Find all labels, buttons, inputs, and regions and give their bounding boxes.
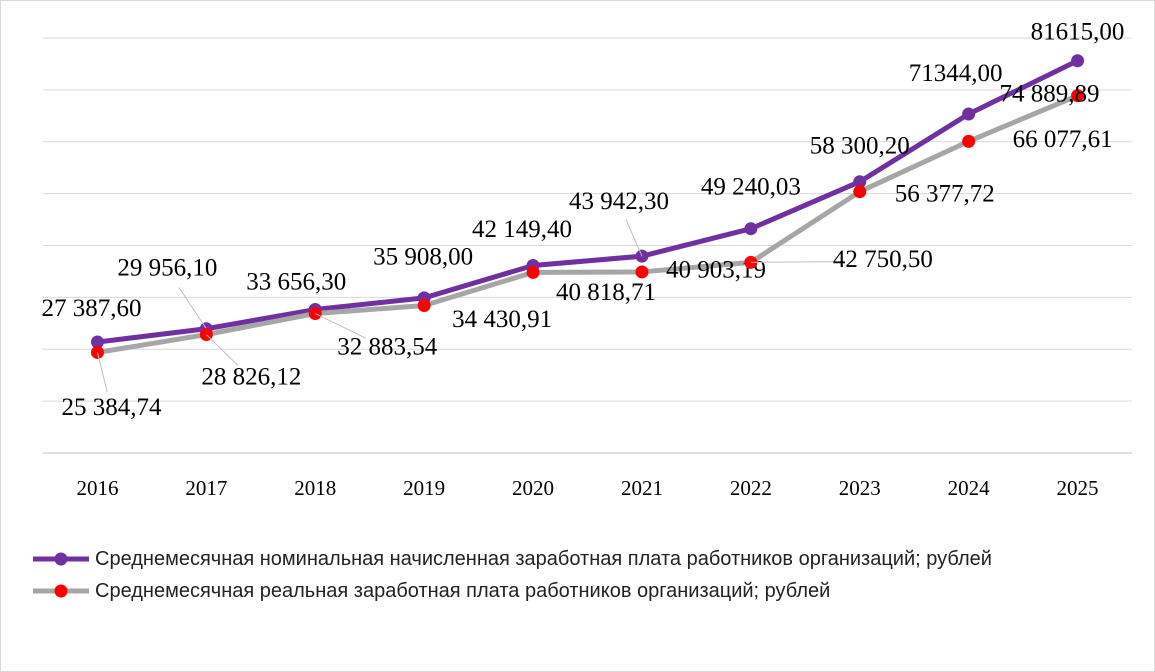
x-tick-label: 2019 — [403, 476, 445, 500]
data-label: 33 656,30 — [246, 268, 346, 295]
marker — [1071, 89, 1085, 103]
x-tick-label: 2025 — [1057, 476, 1099, 500]
data-label: 43 942,30 — [569, 188, 669, 215]
data-label: 42 149,40 — [472, 216, 572, 243]
legend-marker — [54, 584, 68, 598]
leader-line — [206, 334, 239, 366]
data-label: 42 750,50 — [833, 246, 933, 273]
series-line — [97, 93, 1079, 355]
data-label: 29 956,10 — [117, 254, 217, 281]
marker — [853, 175, 867, 189]
marker — [853, 185, 867, 199]
legend-marker — [54, 552, 68, 566]
marker — [962, 134, 976, 148]
marker — [962, 107, 976, 121]
x-tick-label: 2017 — [185, 476, 227, 500]
leader-line — [315, 313, 366, 339]
marker — [417, 299, 431, 313]
x-tick-label: 2016 — [76, 476, 118, 500]
data-label: 34 430,91 — [452, 306, 552, 333]
x-tick-label: 2018 — [294, 476, 336, 500]
data-label: 71344,00 — [909, 60, 1003, 87]
legend: Среднемесячная номинальная начисленная з… — [31, 547, 1111, 611]
x-tick-label: 2021 — [621, 476, 663, 500]
legend-label: Среднемесячная реальная заработная плата… — [95, 580, 831, 602]
data-label: 35 908,00 — [373, 244, 473, 271]
legend-icon — [33, 584, 89, 598]
x-tick-label: 2023 — [839, 476, 881, 500]
leader-line — [178, 287, 207, 330]
marker — [526, 265, 540, 279]
legend-icon — [33, 552, 89, 566]
data-label: 40 818,71 — [556, 279, 656, 306]
data-label: 81615,00 — [1031, 18, 1125, 45]
x-tick-label: 2020 — [512, 476, 554, 500]
leader-line — [625, 218, 643, 257]
data-label: 32 883,54 — [337, 333, 438, 360]
marker — [90, 335, 104, 349]
data-label: 28 826,12 — [201, 363, 301, 390]
legend-entry: Среднемесячная реальная заработная плата… — [31, 579, 1111, 603]
data-label: 49 240,03 — [701, 173, 801, 200]
x-tick-label: 2024 — [948, 476, 991, 500]
x-tick-label: 2022 — [730, 476, 772, 500]
leader-line — [750, 261, 844, 263]
marker — [1071, 54, 1085, 68]
marker — [635, 265, 649, 279]
data-label: 25 384,74 — [61, 394, 162, 421]
data-label: 58 300,20 — [810, 132, 910, 159]
leader-line — [96, 352, 108, 393]
marker — [744, 222, 758, 236]
series-line — [97, 58, 1079, 345]
plot: 2016 2017 2018 2019 2020 2021 2022 2023 2024 2025… — [41, 18, 1132, 500]
data-label: 27 387,60 — [41, 295, 141, 322]
data-label: 66 077,61 — [1013, 126, 1113, 153]
data-label: 56 377,72 — [895, 180, 995, 207]
legend-label: Среднемесячная номинальная начисленная з… — [95, 548, 992, 570]
data-label: 74 889,89 — [1000, 80, 1100, 107]
legend-entry: Среднемесячная номинальная начисленная з… — [31, 547, 1111, 571]
